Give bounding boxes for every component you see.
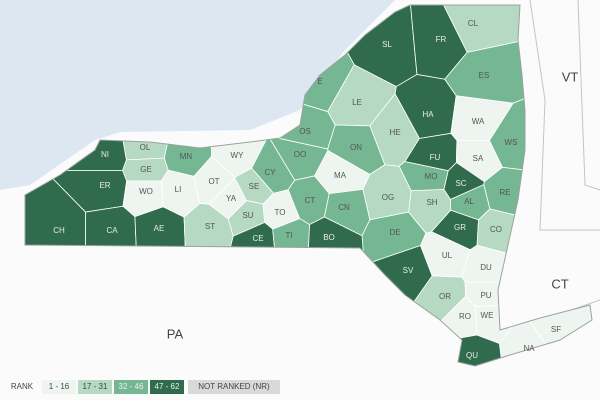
state-label: VT bbox=[562, 69, 579, 84]
county-label: AL bbox=[464, 197, 474, 206]
county-label: YA bbox=[226, 194, 237, 203]
county-label: SL bbox=[382, 40, 392, 49]
county-label: OO bbox=[294, 150, 306, 159]
county-label: CA bbox=[106, 226, 118, 235]
state-outline bbox=[24, 4, 593, 367]
legend-label: 1 - 16 bbox=[49, 382, 70, 391]
county-label: CL bbox=[468, 19, 479, 28]
county-label: CN bbox=[338, 203, 350, 212]
county-label: MA bbox=[334, 171, 347, 180]
county-label: OT bbox=[208, 177, 219, 186]
county-label: OR bbox=[439, 292, 451, 301]
legend-label: 47 - 62 bbox=[155, 382, 180, 391]
county-label: FR bbox=[436, 35, 447, 44]
legend-swatch bbox=[78, 380, 112, 394]
county-label: CO bbox=[490, 225, 502, 234]
county-label: RO bbox=[459, 312, 471, 321]
county-label: OL bbox=[140, 143, 151, 152]
state-label: CT bbox=[551, 276, 568, 291]
county-label: SF bbox=[551, 325, 561, 334]
county-label: UL bbox=[442, 251, 453, 260]
county-label: CY bbox=[264, 168, 276, 177]
legend-swatch bbox=[114, 380, 148, 394]
legend-title: RANK bbox=[11, 382, 34, 391]
county-label: CT bbox=[305, 196, 316, 205]
county-label: SC bbox=[455, 179, 466, 188]
legend-label: 32 - 46 bbox=[119, 382, 144, 391]
county-label: AE bbox=[154, 224, 165, 233]
county-label: ES bbox=[479, 71, 490, 80]
county-label: HA bbox=[422, 110, 434, 119]
county-label: WA bbox=[472, 117, 485, 126]
legend-label: NOT RANKED (NR) bbox=[198, 382, 270, 391]
county-label: NI bbox=[101, 150, 109, 159]
legend-swatch bbox=[188, 380, 280, 394]
county-label: ON bbox=[350, 143, 362, 152]
county-label: LE bbox=[352, 98, 362, 107]
county-label: WS bbox=[505, 138, 518, 147]
county-label: OS bbox=[299, 127, 311, 136]
legend-swatch bbox=[150, 380, 184, 394]
county-label: DU bbox=[480, 263, 492, 272]
county-label: ER bbox=[99, 181, 110, 190]
county-label: WY bbox=[231, 151, 245, 160]
county-label: GR bbox=[454, 223, 466, 232]
state-label: PA bbox=[167, 326, 184, 341]
county-label: ST bbox=[205, 222, 215, 231]
county-label: MO bbox=[425, 172, 438, 181]
county-label: SV bbox=[403, 266, 414, 275]
county-label: TO bbox=[275, 208, 286, 217]
county-label: QU bbox=[466, 351, 478, 360]
county-label: LI bbox=[175, 185, 182, 194]
county-label: FU bbox=[430, 153, 441, 162]
county-label: SE bbox=[249, 182, 260, 191]
county-label: GE bbox=[140, 165, 152, 174]
county-label: NA bbox=[523, 344, 535, 353]
legend-swatch bbox=[42, 380, 76, 394]
county-label: SH bbox=[426, 198, 437, 207]
county-label: WO bbox=[139, 187, 153, 196]
county-label: OG bbox=[382, 193, 394, 202]
county-label: WE bbox=[481, 311, 494, 320]
county-label: PU bbox=[480, 291, 491, 300]
county-label: SU bbox=[242, 211, 253, 220]
county-label: CH bbox=[53, 226, 65, 235]
lakes bbox=[0, 0, 395, 190]
county-label: HE bbox=[389, 128, 400, 137]
county-label: E bbox=[317, 77, 322, 86]
county-label: MN bbox=[180, 152, 193, 161]
county-label: TI bbox=[285, 231, 292, 240]
legend-label: 17 - 31 bbox=[83, 382, 108, 391]
county-label: RE bbox=[499, 188, 510, 197]
county-label: CE bbox=[252, 234, 263, 243]
county-label: DE bbox=[389, 228, 400, 237]
county-label: BO bbox=[323, 233, 335, 242]
county-label: SA bbox=[473, 154, 484, 163]
legend: RANK 1 - 16 17 - 31 32 - 46 47 - 62 NOT RANKE… bbox=[11, 380, 280, 394]
